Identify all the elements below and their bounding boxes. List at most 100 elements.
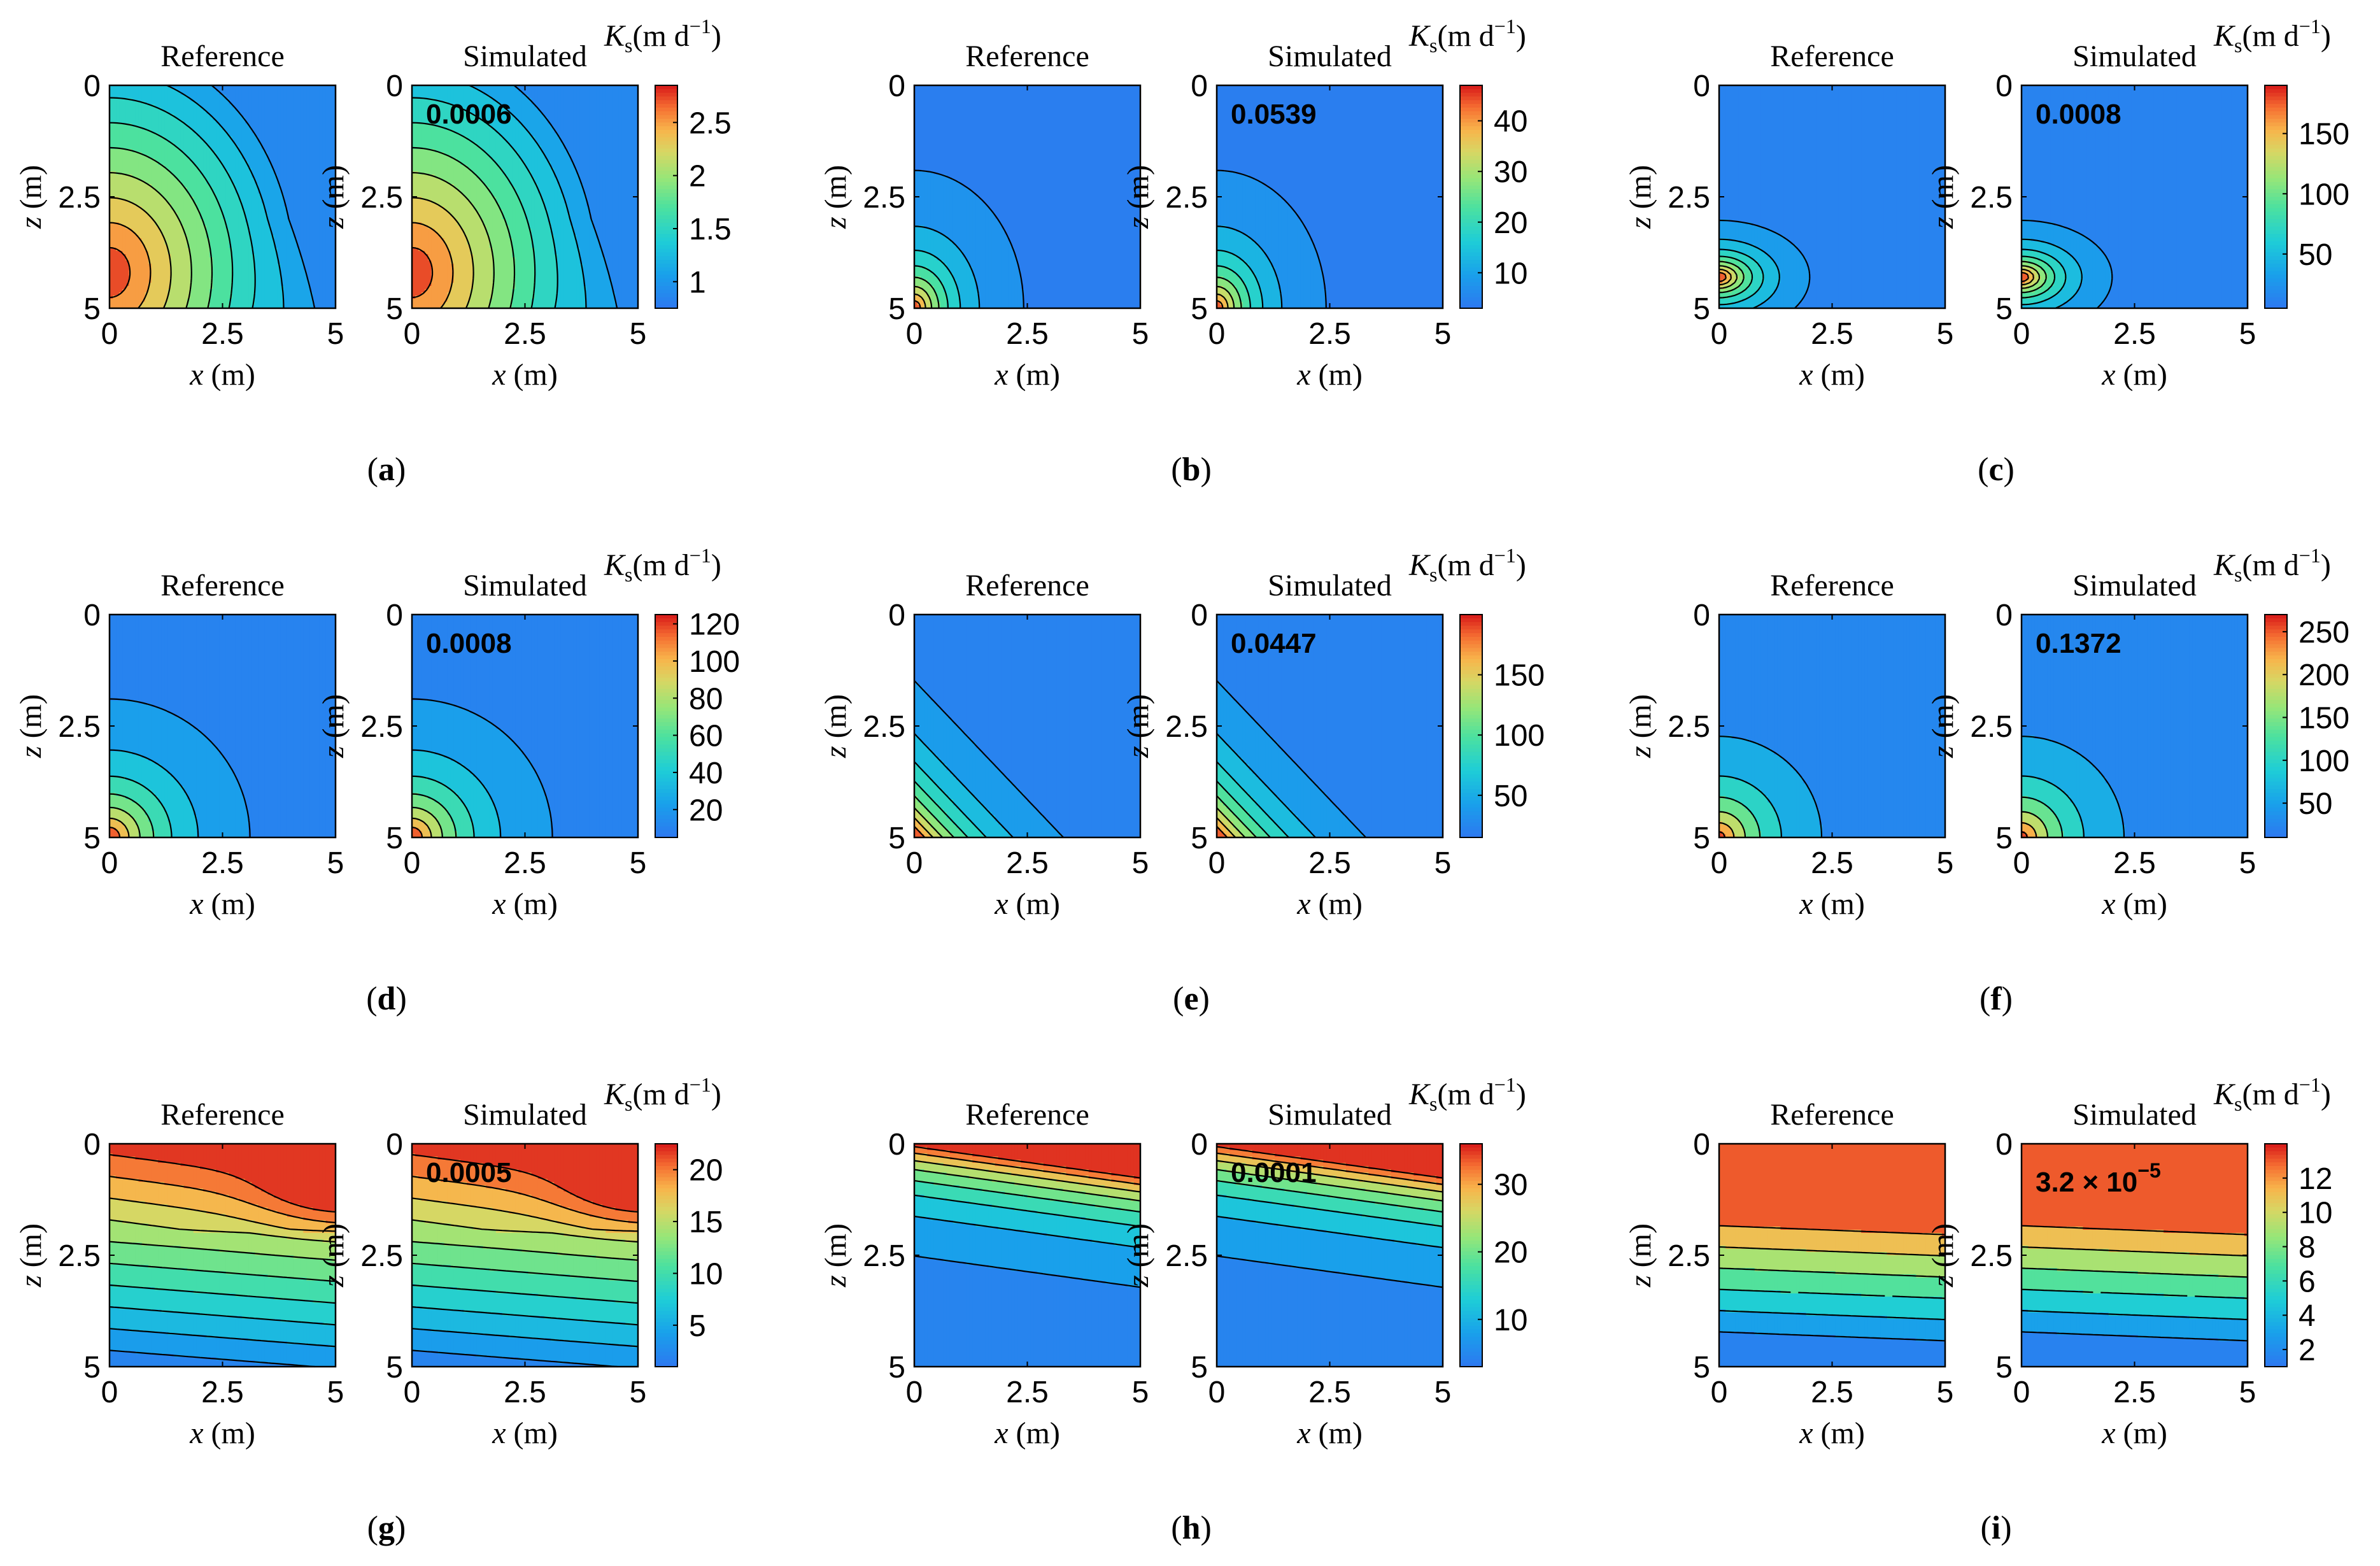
reference-filled-contours <box>914 85 1141 309</box>
z-axis-label: z (m) <box>1121 1223 1155 1288</box>
colorbar-tick-label: 30 <box>1494 1169 1527 1202</box>
colorbar-tick-label: 40 <box>689 757 723 790</box>
reference-panel: 0 2.5 502.55x (m)z (m)Reference <box>819 39 1149 392</box>
colorbar-tick-label: 10 <box>2299 1197 2332 1230</box>
z-tick-label: 5 <box>1693 292 1710 326</box>
subplot-label: (a) <box>367 452 406 488</box>
subplot-label: (h) <box>1171 1510 1212 1546</box>
z-axis-label: z (m) <box>819 1223 853 1288</box>
x-tick-label: 0 <box>906 1376 923 1409</box>
z-tick-label: 0 <box>386 69 403 103</box>
x-tick-label: 5 <box>1434 846 1452 880</box>
z-axis-label: z (m) <box>14 1223 48 1288</box>
z-tick-label: 2.5 <box>1970 181 2013 215</box>
simulated-title: Simulated <box>463 39 587 73</box>
x-tick-label: 0 <box>101 317 118 351</box>
error-annotation: 0.0008 <box>426 628 512 659</box>
z-tick-label: 0 <box>888 1128 905 1162</box>
z-tick-label: 2.5 <box>1165 1239 1208 1273</box>
z-tick-label: 2.5 <box>863 181 905 215</box>
colorbar-tick-label: 100 <box>2299 178 2349 211</box>
x-tick-label: 5 <box>2239 846 2256 880</box>
colorbar-tick-label: 5 <box>689 1309 706 1343</box>
z-tick-label: 0 <box>1191 599 1208 632</box>
x-tick-label: 5 <box>327 1376 344 1409</box>
subplot-label: (g) <box>367 1510 406 1546</box>
reference-filled-contours <box>914 1144 1141 1367</box>
reference-panel: 0 2.5 502.55x (m)z (m)Reference <box>1624 1098 1953 1450</box>
colorbar-tick-label: 6 <box>2299 1265 2316 1299</box>
z-tick-label: 2.5 <box>1970 710 2013 744</box>
reference-filled-contours <box>1719 615 1946 838</box>
x-tick-label: 5 <box>2239 317 2256 351</box>
x-axis-label: x (m) <box>994 358 1060 392</box>
x-tick-label: 0 <box>906 846 923 880</box>
colorbar-tick-label: 150 <box>2299 118 2349 152</box>
error-annotation: 0.1372 <box>2036 628 2121 659</box>
subplot-label: (e) <box>1173 981 1210 1017</box>
z-axis-label: z (m) <box>819 165 853 229</box>
colorbar-tick-label: 2 <box>689 160 706 194</box>
reference-title: Reference <box>965 569 1089 602</box>
x-tick-label: 2.5 <box>201 317 244 351</box>
x-tick-label: 2.5 <box>2113 1376 2156 1409</box>
x-axis-label: x (m) <box>492 1416 558 1450</box>
reference-title: Reference <box>965 39 1089 73</box>
z-tick-label: 2.5 <box>1668 1239 1710 1273</box>
z-tick-label: 0 <box>1995 69 2013 103</box>
simulated-title: Simulated <box>1268 569 1392 602</box>
x-tick-label: 2.5 <box>1006 1376 1049 1409</box>
x-tick-label: 5 <box>1132 1376 1149 1409</box>
x-tick-label: 0 <box>101 846 118 880</box>
x-tick-label: 5 <box>1434 317 1452 351</box>
z-axis-label: z (m) <box>316 1223 350 1288</box>
x-tick-label: 0 <box>1711 317 1728 351</box>
x-axis-label: x (m) <box>994 1416 1060 1450</box>
x-axis-label: x (m) <box>189 887 255 921</box>
colorbar-label: Ks(m d−1) <box>604 1073 721 1115</box>
colorbar-tick-label: 50 <box>2299 238 2332 272</box>
reference-panel: 0 2.5 502.55x (m)z (m)Reference <box>1624 569 1953 921</box>
colorbar-tick-label: 10 <box>689 1257 723 1291</box>
x-tick-label: 5 <box>630 1376 647 1409</box>
colorbar-tick-label: 150 <box>1494 659 1545 693</box>
x-tick-label: 2.5 <box>201 846 244 880</box>
reference-panel: 0 2.5 502.55x (m)z (m)Reference <box>819 1098 1149 1450</box>
colorbar-tick-label: 50 <box>2299 787 2332 821</box>
z-axis-label: z (m) <box>1926 694 1960 758</box>
x-tick-label: 0 <box>101 1376 118 1409</box>
z-tick-label: 0 <box>1995 1128 2013 1162</box>
z-tick-label: 2.5 <box>58 1239 101 1273</box>
colorbar-tick-label: 2 <box>2299 1334 2316 1367</box>
colorbar-tick-label: 30 <box>1494 155 1527 189</box>
x-tick-label: 2.5 <box>504 317 546 351</box>
subplot-label: (b) <box>1171 452 1212 488</box>
z-tick-label: 2.5 <box>863 1239 905 1273</box>
subplot-label: (c) <box>1978 452 2015 488</box>
reference-panel: 0 2.5 502.55x (m)z (m)Reference <box>14 1098 344 1450</box>
z-axis-label: z (m) <box>1926 165 1960 229</box>
x-tick-label: 5 <box>1132 846 1149 880</box>
colorbar-tick-label: 12 <box>2299 1162 2332 1196</box>
x-tick-label: 2.5 <box>201 1376 244 1409</box>
z-tick-label: 2.5 <box>1970 1239 2013 1273</box>
x-tick-label: 2.5 <box>2113 846 2156 880</box>
colorbar-label: Ks(m d−1) <box>2213 544 2331 586</box>
colorbar-tick-label: 100 <box>1494 719 1545 753</box>
simulated-title: Simulated <box>463 1098 587 1132</box>
z-tick-label: 5 <box>1995 822 2013 855</box>
z-tick-label: 5 <box>83 292 101 326</box>
reference-filled-contours <box>110 85 336 309</box>
reference-filled-contours <box>110 1144 336 1367</box>
z-tick-label: 5 <box>1191 292 1208 326</box>
x-tick-label: 0 <box>1208 317 1226 351</box>
reference-panel: 0 2.5 502.55x (m)z (m)Reference <box>1624 39 1953 392</box>
x-axis-label: x (m) <box>189 1416 255 1450</box>
z-axis-label: z (m) <box>819 694 853 758</box>
